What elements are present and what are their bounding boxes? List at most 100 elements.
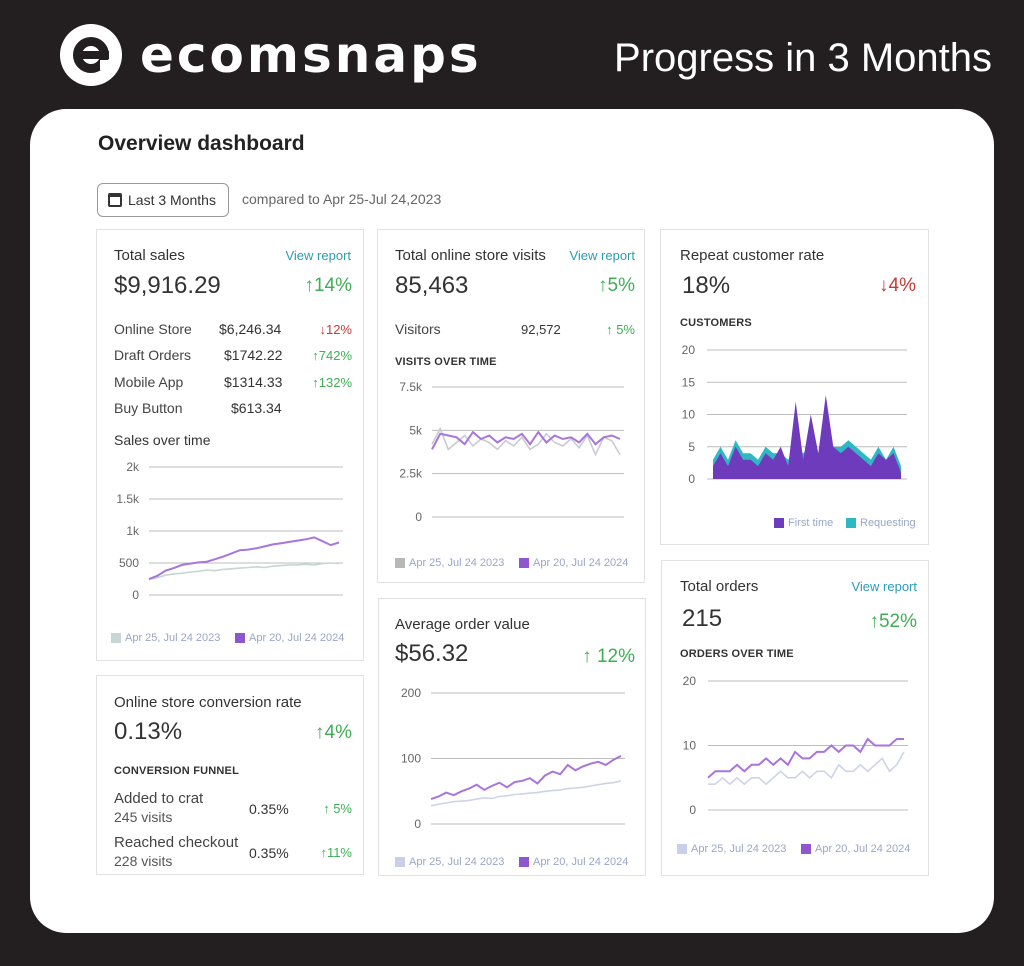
legend-label: Apr 20, Jul 24 2024	[533, 557, 629, 569]
total-sales-change: ↑14%	[304, 275, 352, 296]
funnel-change: ↑ 5%	[323, 801, 352, 816]
funnel-title: CONVERSION FUNNEL	[114, 765, 240, 777]
repeat-customer-card: Repeat customer rate 18% ↓4% CUSTOMERS 2…	[660, 229, 929, 545]
total-orders-card: Total orders View report 215 ↑52% ORDERS…	[661, 560, 929, 876]
conversion-change: ↑4%	[315, 722, 352, 743]
y-tick-label: 15	[682, 375, 696, 389]
orders-change: ↑52%	[869, 611, 917, 632]
sales-chart: 2k 1.5k 1k 500 0	[116, 460, 343, 602]
y-tick-label: 1.5k	[116, 492, 140, 506]
y-tick-label: 500	[119, 556, 139, 570]
y-tick-label: 0	[415, 510, 422, 524]
legend-label: Apr 20, Jul 24 2024	[815, 843, 911, 855]
view-report-link[interactable]: View report	[851, 579, 917, 594]
conversion-card: Online store conversion rate 0.13% ↑4% C…	[96, 675, 364, 875]
legend-swatch	[774, 518, 784, 528]
chart-title: ORDERS OVER TIME	[680, 648, 794, 660]
legend-label: First time	[788, 517, 834, 529]
y-tick-label: 1k	[126, 524, 140, 538]
y-tick-label: 0	[688, 472, 695, 486]
brand: ecomsnaps	[60, 24, 482, 86]
compare-text: compared to Apr 25-Jul 24,2023	[242, 191, 442, 207]
legend-swatch	[395, 558, 405, 568]
orders-value: 215	[682, 605, 723, 632]
card-title: Average order value	[395, 616, 530, 633]
legend-item: Apr 25, Jul 24 2023	[111, 632, 220, 644]
line-series	[430, 755, 622, 801]
legend-label: Apr 20, Jul 24 2024	[249, 632, 345, 644]
legend-label: Requesting	[860, 517, 916, 529]
card-title: Total sales	[114, 247, 185, 264]
funnel-visits: 245 visits	[114, 809, 173, 825]
row-label: Online Store	[114, 321, 192, 337]
legend-swatch	[235, 633, 245, 643]
y-tick-label: 20	[682, 343, 696, 357]
row-label: Draft Orders	[114, 347, 192, 363]
line-series	[430, 780, 622, 807]
legend-item: Apr 25, Jul 24 2023	[677, 843, 786, 855]
chart-title: Sales over time	[114, 432, 211, 448]
legend-item: Apr 25, Jul 24 2023	[395, 856, 504, 868]
visits-value: 85,463	[395, 272, 469, 299]
card-title: Online store conversion rate	[114, 694, 302, 711]
visits-chart: 7.5k 5k 2.5k 0	[399, 380, 624, 524]
legend-swatch	[846, 518, 856, 528]
visits-card: Total online store visits View report 85…	[377, 229, 645, 583]
legend-item: Apr 25, Jul 24 2023	[395, 557, 504, 569]
legend-swatch	[801, 844, 811, 854]
line-series	[148, 536, 340, 580]
y-tick-label: 7.5k	[399, 380, 423, 394]
aov-value: $56.32	[395, 640, 469, 667]
brand-logo-icon	[60, 24, 122, 86]
aov-change: ↑ 12%	[582, 646, 635, 667]
row-change: ↓12%	[319, 322, 352, 337]
legend-swatch	[519, 857, 529, 867]
y-tick-label: 100	[401, 752, 421, 766]
funnel-value: 0.35%	[249, 845, 289, 861]
y-tick-label: 200	[401, 686, 421, 700]
row-label: Mobile App	[114, 374, 184, 390]
card-title: Repeat customer rate	[680, 247, 825, 264]
visitors-label: Visitors	[395, 321, 441, 337]
funnel-change: ↑11%	[320, 845, 352, 860]
funnel-visits: 228 visits	[114, 853, 173, 869]
card-title: Total orders	[680, 578, 759, 595]
brand-name: ecomsnaps	[140, 26, 482, 84]
view-report-link[interactable]: View report	[569, 248, 635, 263]
total-sales-card: Total sales View report $9,916.29 ↑14% O…	[96, 229, 364, 661]
total-sales-value: $9,916.29	[114, 272, 221, 299]
y-tick-label: 0	[414, 817, 421, 831]
y-tick-label: 10	[683, 739, 697, 753]
repeat-value: 18%	[682, 272, 731, 299]
y-tick-label: 2.5k	[399, 467, 423, 481]
chart-title: VISITS OVER TIME	[395, 356, 497, 368]
visits-change: ↑5%	[598, 275, 635, 296]
calendar-icon	[108, 193, 122, 207]
legend-item: Apr 20, Jul 24 2024	[519, 856, 628, 868]
legend-item: Apr 20, Jul 24 2024	[519, 557, 628, 569]
date-range-label: Last 3 Months	[128, 192, 216, 208]
legend-swatch	[395, 857, 405, 867]
legend-item: Apr 20, Jul 24 2024	[801, 843, 910, 855]
funnel-label: Added to crat	[114, 790, 204, 807]
legend-swatch	[111, 633, 121, 643]
legend-item: First time	[774, 517, 833, 529]
row-change: ↑742%	[312, 348, 352, 363]
funnel-value: 0.35%	[249, 801, 289, 817]
view-report-link[interactable]: View report	[285, 248, 351, 263]
legend-swatch	[519, 558, 529, 568]
row-change: ↑132%	[312, 375, 352, 390]
y-tick-label: 2k	[126, 460, 140, 474]
row-value: $613.34	[231, 400, 282, 416]
legend-label: Apr 20, Jul 24 2024	[533, 856, 629, 868]
y-tick-label: 10	[682, 408, 696, 422]
page-title: Overview dashboard	[98, 132, 305, 155]
y-tick-label: 5	[688, 440, 695, 454]
visitors-change: ↑ 5%	[606, 322, 635, 337]
line-series	[431, 426, 621, 457]
chart-title: CUSTOMERS	[680, 317, 752, 329]
date-range-button[interactable]: Last 3 Months	[97, 183, 229, 217]
row-label: Buy Button	[114, 400, 183, 416]
orders-chart: 20 10 0	[683, 674, 908, 817]
legend-swatch	[677, 844, 687, 854]
